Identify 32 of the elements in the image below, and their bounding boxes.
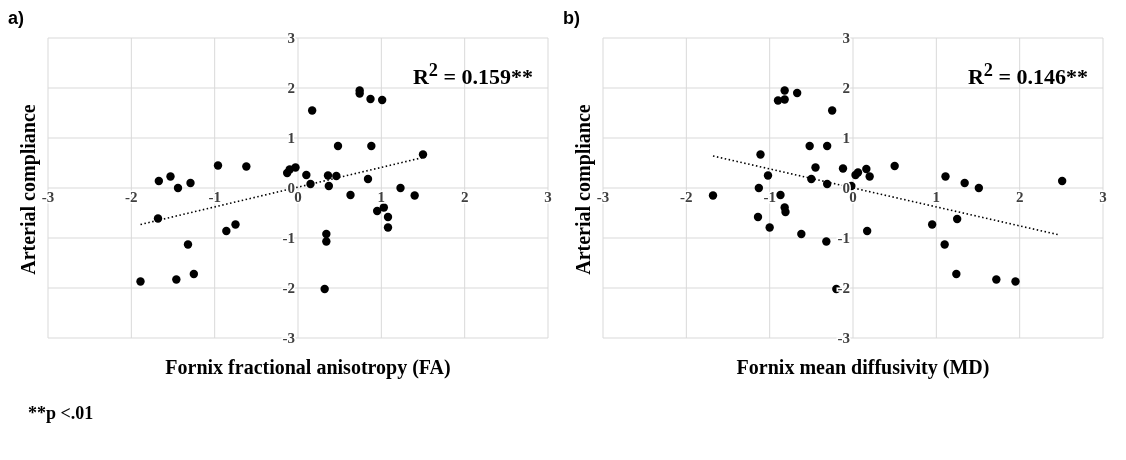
text: **p <.01 [28,403,94,424]
x-tick-label: -2 [680,189,693,205]
x-tick-label: -3 [41,189,55,205]
x-axis-title: Fornix fractional anisotropy (FA) [164,356,452,379]
x-tick-label: 2 [1015,189,1024,205]
x-tick-label: 1 [377,189,386,205]
y-axis-title: Arterial compliance [16,103,40,277]
y-tick-label: 2 [842,80,850,96]
y-tick-label: -1 [837,230,850,246]
y-tick-label: 3 [842,30,850,46]
x-tick-label: 2 [460,189,469,205]
x-tick-label: -1 [763,189,776,205]
x-tick-label: 3 [544,189,552,205]
y-tick-label: -3 [282,330,295,346]
x-tick-label: 3 [1099,189,1107,205]
x-tick-label: -2 [125,189,138,205]
x-tick-label: -3 [596,189,610,205]
x-tick-label: -1 [208,189,221,205]
x-tick-label: 1 [932,189,941,205]
chart-title: b) [563,8,580,29]
chart-title: a) [8,8,25,29]
y-tick-label: -3 [837,330,850,346]
y-tick-label: 2 [287,80,295,96]
y-tick-label: -1 [282,230,295,246]
x-axis-title: Fornix mean diffusivity (MD) [735,356,991,379]
y-tick-label: -2 [282,280,295,296]
y-tick-label: 1 [842,130,850,146]
annotation: R$^{2}$ = 0.146** [967,60,1088,91]
y-axis-title: Arterial compliance [571,103,595,277]
annotation: R$^{2}$ = 0.159** [412,60,533,91]
y-tick-label: 1 [287,130,295,146]
y-tick-label: 3 [287,30,295,46]
